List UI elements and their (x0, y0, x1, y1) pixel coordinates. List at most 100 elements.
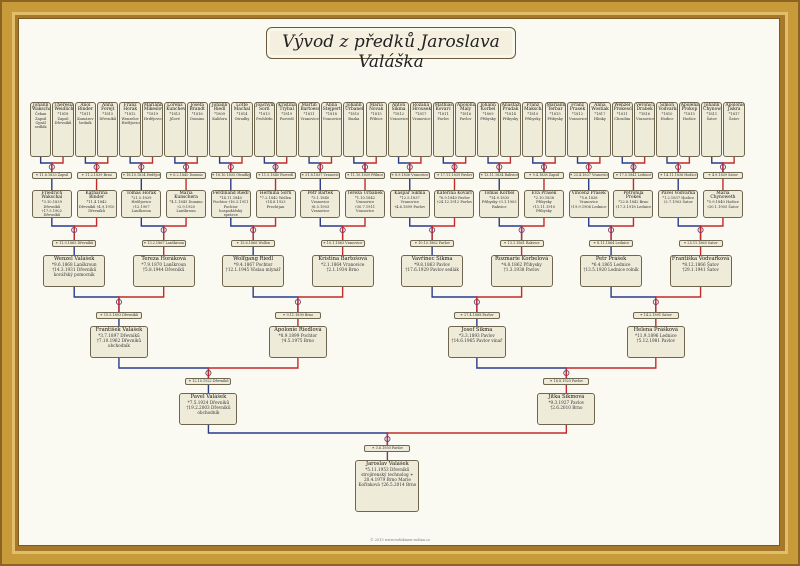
ancestor-card-father: Pavel Vodvařka *1.2.1837 Hodice †2.7.1903… (658, 190, 699, 218)
person-details: *2.1.1864 Vranovice †2.1.1934 Brno (320, 262, 365, 272)
wedding-rings-icon (451, 163, 458, 171)
person-details: *1.2.1837 Hodice †2.7.1903 Šatov (662, 196, 695, 205)
person-details: *1815 Přibysky (547, 112, 563, 121)
father-line (431, 287, 478, 312)
ancestor-card-father: Kaspar Sikma *12.5.1837 Vranovice †4.6.18… (389, 190, 430, 218)
person-details: *1815 Dřevníků (99, 112, 117, 121)
person-details: *9.4.1867 Pochtor †12.1.1945 Vöslau mlyn… (225, 262, 281, 272)
person-details: *5.11.1953 Dřevníků strojírenský technol… (358, 467, 417, 487)
wedding-rings-icon (339, 226, 346, 234)
ancestor-card-father: Mathias Kovarc *1811 Pavlov (432, 102, 454, 157)
person-name: Wenzel Prokesch (613, 103, 633, 113)
father-line (319, 218, 344, 240)
person-details: *1812 Vranovice (568, 112, 588, 121)
person-details: *4.8.1862 Přibysky †1.3.1938 Pavlov (501, 262, 542, 272)
marriage-label: ⚭ 25.11.1865 Šatov (678, 240, 723, 247)
ancestor-card-father: Tomáš Korbel *14.9.1835 Přibysky †3.1.190… (479, 190, 520, 218)
person-name: Anton Sikma (391, 103, 406, 113)
ancestor-card-mother: Tereza Urbánek *1.10.1842 Vranovice †30.7… (345, 190, 385, 218)
father-line (252, 287, 299, 312)
mother-line (409, 157, 422, 172)
ancestor-card-mother: Františka Vodvařková *8.12.1866 Šatov †29… (669, 255, 732, 287)
person-details: *4.1.1843 Domino †2.9.1920 Lanškroun (169, 200, 203, 213)
proband-card: Jaroslav Valášek *5.11.1953 Dřevníků stro… (355, 460, 420, 512)
wedding-rings-icon (384, 435, 391, 443)
ancestor-card-mother: Anna Stejpert *1818 Vranovice (320, 102, 343, 157)
father-line (230, 218, 254, 240)
person-details: *1819 Pozvedí (279, 112, 294, 121)
wedding-rings-icon (473, 298, 480, 306)
person-details: *1819 Hrdějovice (143, 112, 164, 121)
ancestor-card-mother: Josefa Brandt *1816 Domino (186, 102, 208, 157)
ancestor-card-mother: Katharina Binder *11.4.1842 Dřevníků †4.9… (76, 190, 117, 218)
marriage-label: ⚭ 15.6.1866 Wollen (231, 240, 276, 247)
father-line (409, 218, 433, 240)
person-details: *21.5.1839 Hrdějovice †12.1907 Lanškroun (131, 196, 152, 213)
person-name: Kateřina Kovarř (436, 191, 473, 196)
ancestor-card-mother: Lotte Machal *1814 Otradky (231, 102, 253, 157)
wedding-rings-icon (93, 163, 100, 171)
person-name: Kristina Bartošová (318, 256, 368, 262)
ancestor-card-mother: Apolonia Maly *1816 Pavlov (455, 102, 477, 157)
marriage-label: ⚭ 18.8.1920 Pavlov (543, 378, 590, 385)
marriage-label: ⚭ 23.4.1837 Vranovice (568, 172, 609, 179)
mother-line (386, 425, 568, 445)
mother-line (341, 218, 366, 240)
person-name: Hermina Sorn (259, 191, 292, 196)
person-name: Anna Wostiak (591, 103, 609, 113)
marriage-label: ⚭ 11.5.1840 Pozvedí (255, 172, 296, 179)
person-name: Anol Binder (77, 103, 93, 113)
father-line (476, 358, 568, 378)
ancestor-card-father: Wenzel Prokesch *1811 Chrudim (611, 102, 633, 157)
ancestor-card-mother: Apolonie Jiskra *1817 Šatov (723, 102, 745, 157)
person-name: Petronila Prokeš (623, 191, 644, 201)
wedding-rings-icon (429, 226, 436, 234)
wedding-rings-icon (563, 369, 570, 377)
marriage-label: ⚭ 11.9.1865 Dřevníků (52, 240, 97, 247)
wedding-rings-icon (675, 163, 682, 171)
person-details: *7.5.1924 Dřevníků †19.2.2003 Dřevníků o… (186, 400, 231, 415)
ancestor-card-father: Simon Vodvarka *1810 Hodice (656, 102, 678, 157)
person-details: *1809 Kaliforn (212, 112, 227, 121)
wedding-rings-icon (496, 163, 503, 171)
mother-line (453, 157, 467, 172)
person-name: Jitka Šikmová (548, 394, 585, 400)
person-name: Martin Bartoesch (300, 103, 318, 113)
marriage-label: ⚭ 10.10.1862 Pavlov (410, 240, 455, 247)
mother-line (722, 157, 735, 172)
wedding-rings-icon (160, 226, 167, 234)
person-details: *3.10.1839 Dřevníků †17.5.1902 Dřevníků … (41, 200, 62, 218)
person-details: *1817 Vranovice (412, 112, 431, 121)
ancestor-card-father: Franz Makschal *1810 Přibysky (522, 102, 544, 157)
ancestor-card-father: Johann Urbanek *1810 Buzka (343, 102, 365, 157)
mother-line (274, 157, 288, 172)
mother-line (297, 287, 344, 312)
mother-line (677, 157, 691, 172)
mother-line (51, 157, 64, 172)
wedding-rings-icon (406, 163, 413, 171)
footer-credit: © 2013 www.rodokmen-rodina.cz (370, 538, 430, 542)
person-name: Franz Prasek (569, 103, 586, 113)
marriage-label: ⚭ 14.11.1836 Hodice (658, 172, 699, 179)
person-name: Johann Urbanek (345, 103, 365, 113)
mother-line (655, 287, 702, 312)
wedding-rings-icon (138, 163, 145, 171)
person-name: Kristina Trybal (278, 103, 296, 113)
person-name: Maria Kunschera (174, 191, 198, 201)
ancestor-card-father: Friedrich Wakschal *3.10.1839 Dřevníků †1… (31, 190, 72, 218)
person-details: *1812 Wenzelov Hrdějovice (121, 112, 141, 125)
person-name: Joachym Sorn (255, 103, 275, 113)
ancestor-card-mother: Kateřina Kovarř *6.9.1840 Pavlov †24.12.1… (434, 190, 475, 218)
mother-line (610, 218, 635, 240)
wedding-rings-icon (183, 163, 190, 171)
person-details: *7.2.1842 Wollen †14.8.1923 Prechtjan (259, 196, 292, 209)
marriage-label: ⚭ 11.8.1833 Zapsil (31, 172, 72, 179)
marriage-label: ⚭ 15.5.1893 Dřevníků (95, 312, 142, 319)
ancestor-card-father: Vavřinec Šikma *9.8.1863 Pavlov †17.6.192… (401, 255, 464, 287)
wedding-rings-icon (361, 163, 369, 171)
ancestor-card-father: Lorenz Kuncheva*1813 Jílové (164, 102, 186, 157)
marriage-label: ⚭ 12.10.1922 Dřevníků (185, 378, 232, 385)
ancestor-card-father: Johann Riedl *1809 Kaliforn (208, 102, 231, 157)
person-details: *1816 Pavlov (459, 112, 472, 121)
